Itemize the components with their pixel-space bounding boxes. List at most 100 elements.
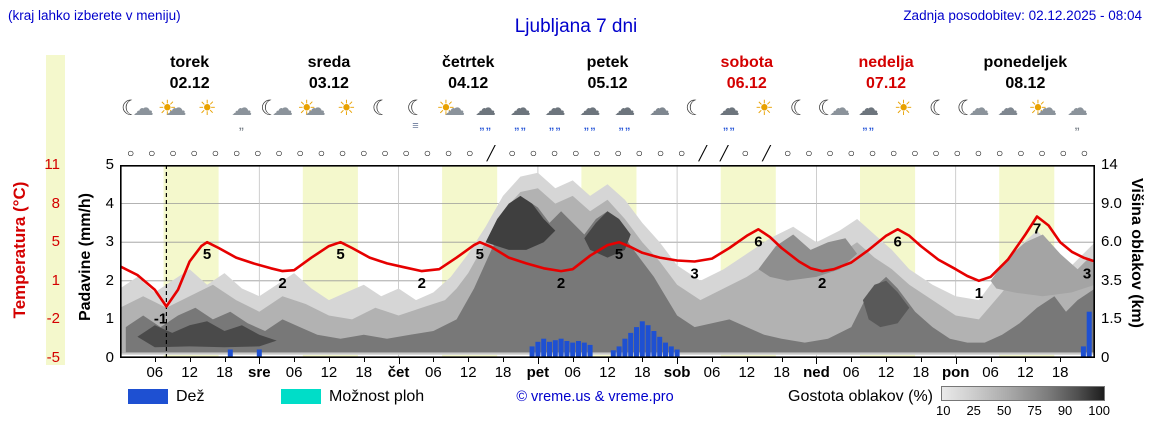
cloud-tick-label: 9.0: [1101, 194, 1122, 212]
density-tick-label: 25: [966, 403, 981, 418]
axis-tick-mark: [328, 358, 330, 362]
cloud-area: [584, 211, 631, 258]
temperature-value-label: 6: [894, 233, 902, 250]
cloud-sun-icon: ☀☁: [297, 97, 326, 120]
axis-tick-mark: [642, 358, 644, 362]
x-axis-day-label: sre: [248, 364, 271, 381]
wind-calm-icon: ○: [211, 146, 219, 160]
wind-calm-icon: ○: [275, 146, 283, 160]
axis-tick-mark: [398, 358, 400, 364]
copyright-link[interactable]: © vreme.us & vreme.pro: [516, 389, 674, 405]
wind-calm-icon: ○: [232, 146, 241, 160]
cloud-tick-label: 6.0: [1101, 233, 1122, 251]
temperature-value-label: 6: [754, 233, 762, 250]
axis-tick-mark: [572, 358, 574, 362]
rain-legend-label: Dež: [176, 388, 205, 405]
precip-bar: [639, 321, 645, 358]
meteogram-chart: -1 5 2 5 2 5 2 5 3 6 2 6 1 7 3: [120, 165, 1095, 358]
axis-tick-mark: [1025, 358, 1027, 362]
showers-legend-label: Možnost ploh: [329, 388, 425, 405]
wind-calm-icon: ○: [572, 146, 580, 160]
day-header-sobota: sobota 06.12: [720, 54, 773, 92]
wind-calm-icon: ○: [423, 146, 431, 160]
x-axis-hour-label: 18: [216, 364, 233, 381]
moon-icon: ☾: [371, 97, 391, 120]
wind-calm-icon: ○: [995, 146, 1004, 160]
x-axis-hour-label: 18: [355, 364, 373, 381]
day-header-sreda: sreda 03.12: [307, 54, 351, 92]
wind-calm-icon: ○: [360, 146, 368, 160]
axis-tick-mark: [746, 358, 748, 362]
axis-tick-mark: [503, 358, 504, 362]
precip-bar: [529, 346, 535, 358]
precip-bar: [256, 349, 262, 358]
precip-bar: [227, 349, 233, 358]
wind-calm-icon: ○: [784, 146, 792, 160]
cloud-drizzle-icon: ☁ „: [231, 97, 253, 132]
wind-calm-icon: ○: [953, 146, 961, 160]
menu-hint: (kraj lahko izberete v meniju): [8, 8, 181, 23]
wind-calm-icon: ○: [1017, 146, 1025, 160]
temperature-axis-label: Temperatura (°C): [10, 181, 29, 319]
axis-tick-mark: [259, 358, 261, 364]
wind-calm-icon: ○: [254, 146, 262, 160]
sun-icon: ☀: [894, 97, 913, 120]
wind-calm-icon: ○: [974, 146, 983, 160]
x-axis-hour-label: 18: [494, 364, 512, 381]
precip-axis-label: Padavine (mm/h): [77, 192, 94, 322]
cloud-rain-icon: ☁ „„: [858, 97, 880, 132]
precip-tick-label: 5: [105, 156, 114, 173]
sun-icon: ☀: [754, 97, 774, 120]
x-axis-hour-label: 06: [425, 364, 442, 381]
cloud-tick-label: 0: [1101, 349, 1110, 366]
cloud-moon-icon: ☾☁: [956, 97, 990, 120]
precip-bar: [558, 338, 564, 358]
moon-icon: ☾: [928, 97, 948, 120]
cloud-tick-label: 3.5: [1101, 271, 1122, 289]
wind-barb-icon: ╱: [719, 145, 729, 161]
x-axis-hour-label: 06: [146, 364, 164, 381]
wind-calm-icon: ○: [1038, 146, 1046, 160]
precip-bar: [610, 350, 616, 358]
temperature-value-label: 5: [615, 246, 623, 263]
x-axis-hour-label: 06: [564, 364, 582, 381]
rain-legend-swatch: [128, 389, 168, 404]
temperature-value-label: 2: [557, 275, 565, 292]
cloud-density-label: Gostota oblakov (%): [788, 388, 933, 405]
wind-calm-icon: ○: [444, 146, 453, 160]
x-axis-hour-label: 18: [1051, 364, 1069, 381]
x-axis-hour-label: 18: [633, 364, 651, 381]
wind-barb-icon: ╱: [698, 145, 708, 161]
temperature-value-label: -1: [154, 311, 167, 328]
temperature-value-label: 5: [336, 246, 344, 263]
wind-calm-icon: ○: [656, 146, 665, 160]
wind-calm-icon: ○: [868, 146, 877, 160]
precip-tick-label: 3: [105, 233, 114, 251]
wind-calm-icon: ○: [911, 146, 919, 160]
temperature-value-label: 5: [476, 246, 484, 263]
axis-tick-mark: [955, 358, 957, 364]
wind-calm-icon: ○: [317, 146, 325, 160]
temperature-value-label: 7: [1033, 221, 1041, 238]
cloud-area: [862, 280, 910, 328]
showers-legend-swatch: [281, 389, 321, 404]
sun-icon: ☀: [197, 97, 217, 120]
wind-calm-icon: ○: [381, 146, 389, 160]
axis-tick-mark: [990, 358, 992, 362]
cloud-icon: ☁: [649, 97, 671, 120]
x-axis-day-label: čet: [387, 364, 410, 381]
weather-icons-row: ☾☁ ☀☁ ☀ ☁ „ ☾☁ ☀☁ ☀ ☾ ☾ ≡ ☀☁ ☁ „„ ☁ „„ ☁ „„ ☁ „„ ☁ „„ ☁ ☾ ☁ „„ ☀ ☾ ☾…: [0, 97, 1152, 143]
precip-bar: [634, 327, 639, 358]
wind-calm-icon: ○: [508, 146, 516, 160]
axis-tick-mark: [537, 358, 539, 364]
cloud-sun-icon: ☀☁: [436, 97, 466, 120]
x-axis-day-label: pon: [941, 364, 970, 381]
precip-bar: [645, 325, 651, 358]
x-axis-hour-label: 12: [1017, 364, 1034, 381]
wind-calm-icon: ○: [402, 146, 410, 160]
axis-tick-mark: [154, 358, 156, 362]
cloud-area: [137, 321, 277, 348]
wind-calm-icon: ○: [148, 146, 156, 160]
moon-fog-icon: ☾ ≡: [406, 97, 426, 132]
precip-bar: [1086, 311, 1092, 358]
